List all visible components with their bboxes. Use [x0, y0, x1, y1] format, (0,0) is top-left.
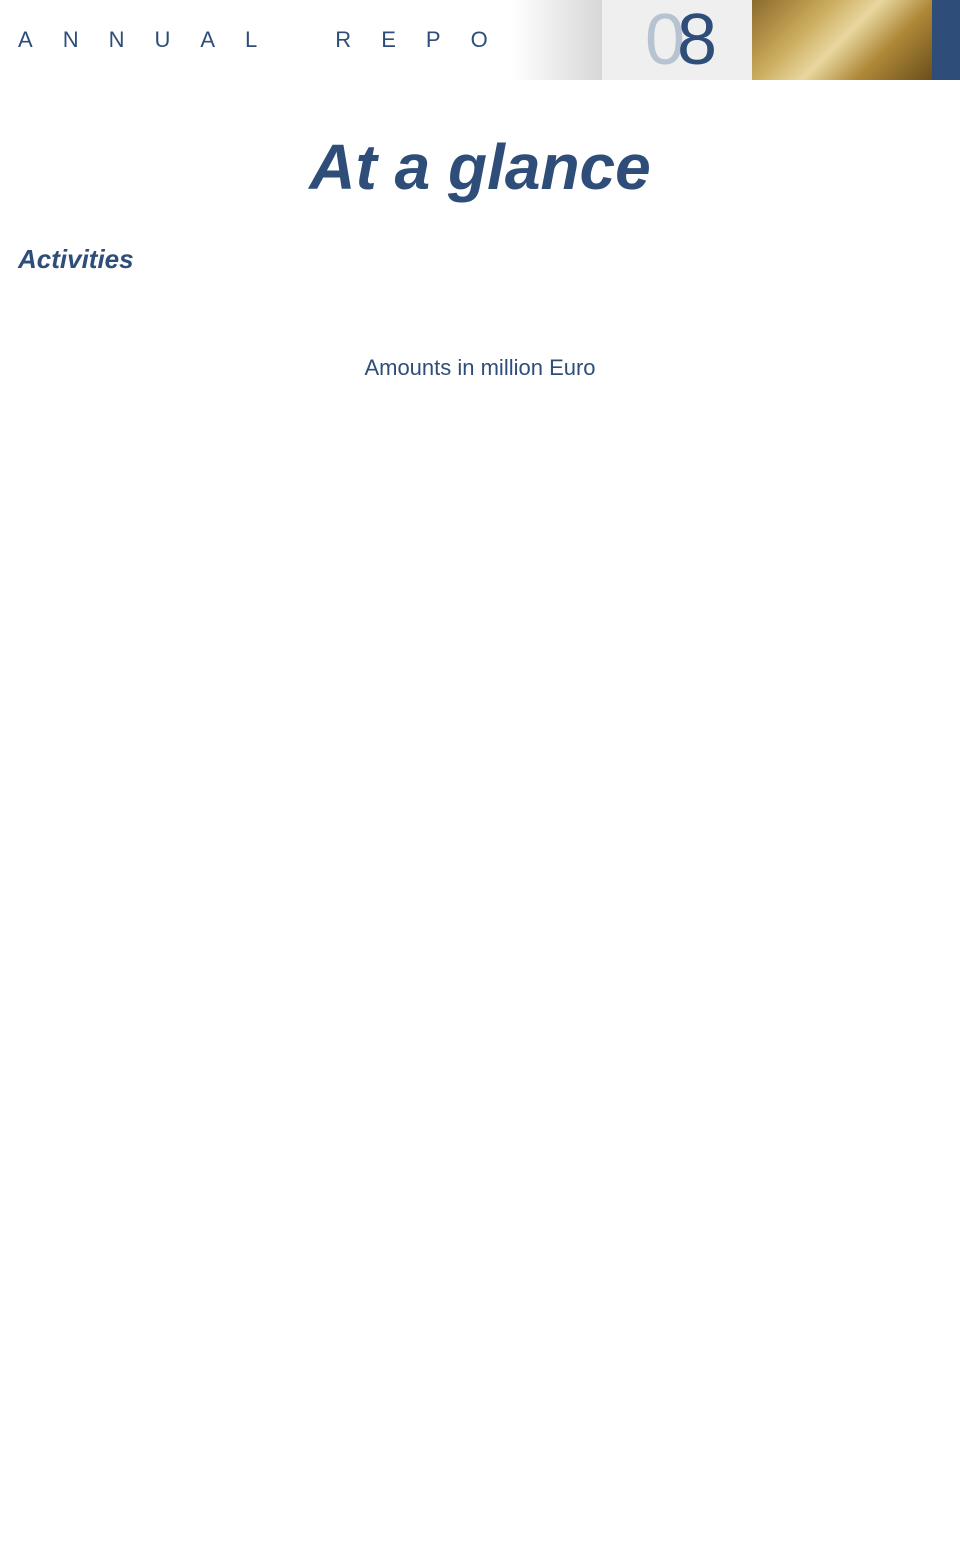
header-letter: N [63, 27, 81, 53]
amounts-caption: Amounts in million Euro [0, 355, 960, 381]
header-blue-endcap [932, 0, 960, 80]
header-letter: P [426, 27, 443, 53]
header-letter [287, 27, 307, 53]
header-letter: O [471, 27, 490, 53]
header-letter: N [109, 27, 127, 53]
header-letter: R [335, 27, 353, 53]
header-photo-strip [752, 0, 932, 80]
header-letter: U [154, 27, 172, 53]
activities-heading: Activities [0, 244, 960, 295]
header-letter: L [245, 27, 259, 53]
header-band: ANNUALREPORT 08 [0, 0, 960, 80]
header-year-08: 08 [602, 0, 752, 80]
header-annual-report: ANNUALREPORT [0, 27, 579, 53]
year-digit-8: 8 [677, 0, 709, 81]
header-right: 08 [512, 0, 960, 80]
page-title: At a glance [0, 130, 960, 204]
year-digit-0: 0 [645, 0, 677, 81]
header-letter: E [381, 27, 398, 53]
header-letter: A [200, 27, 217, 53]
header-letter: A [18, 27, 35, 53]
header-gradient [512, 0, 602, 80]
